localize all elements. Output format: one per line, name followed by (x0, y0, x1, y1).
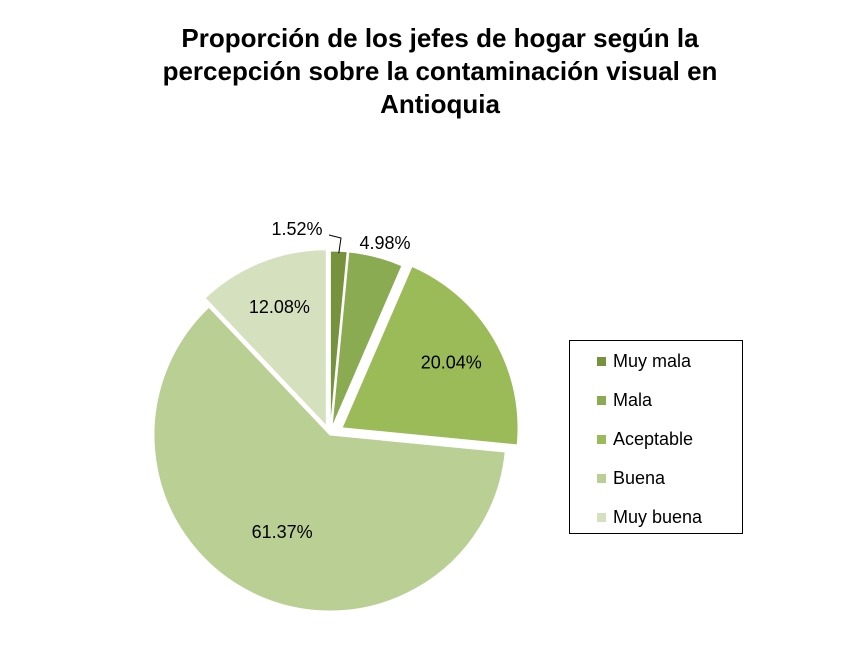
leader-line-muy-mala (328, 234, 342, 254)
data-label-aceptable: 20.04% (421, 352, 482, 372)
pie-slice-aceptable (341, 265, 519, 446)
legend-item-mala: Mala (597, 390, 652, 410)
legend-label: Buena (613, 467, 666, 488)
legend-item-buena: Buena (597, 468, 665, 488)
legend-swatch (597, 434, 606, 444)
chart-title: Proporción de los jefes de hogar según l… (162, 23, 718, 119)
legend-swatch (597, 395, 606, 405)
legend-item-muy-mala: Muy mala (597, 351, 691, 371)
legend-label: Muy buena (613, 506, 703, 527)
pie-slices (153, 249, 519, 612)
legend-item-aceptable: Aceptable (597, 429, 693, 449)
data-label-buena: 61.37% (252, 522, 313, 542)
pie-slice-muy-buena (204, 249, 327, 427)
legend-swatch (597, 473, 606, 483)
legend-swatch (597, 512, 606, 522)
legend-label: Muy mala (613, 350, 692, 371)
data-label-muy-buena: 12.08% (249, 297, 310, 317)
legend: Muy mala Mala Aceptable Buena Muy buena (569, 340, 743, 534)
data-label-muy-mala: 1.52% (271, 219, 322, 239)
leader-lines (328, 234, 342, 254)
data-label-mala: 4.98% (359, 233, 410, 253)
pie-slice-buena (153, 306, 506, 612)
legend-item-muy-buena: Muy buena (597, 507, 702, 527)
legend-swatch (597, 356, 606, 366)
legend-label: Mala (613, 389, 653, 410)
legend-label: Aceptable (613, 428, 694, 449)
data-labels: 1.52% 4.98% 20.04% 61.37% 12.08% (249, 219, 482, 542)
pie-slice-mala (331, 251, 403, 428)
